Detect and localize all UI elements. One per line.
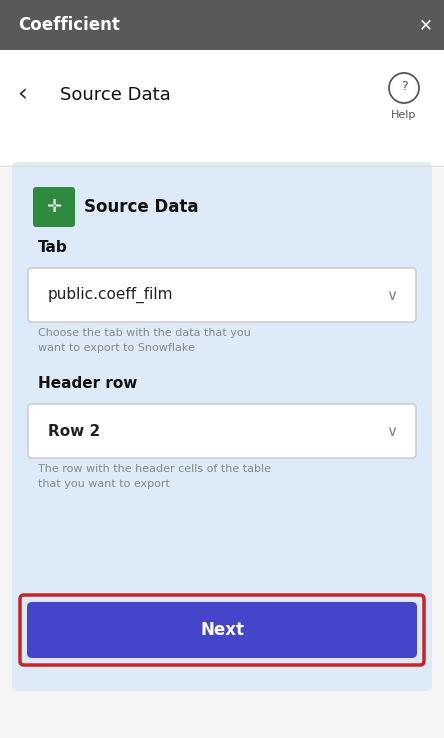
Text: Help: Help: [391, 110, 416, 120]
Text: Coefficient: Coefficient: [18, 16, 120, 34]
FancyBboxPatch shape: [27, 602, 417, 658]
Text: Row 2: Row 2: [48, 424, 100, 438]
Text: ?: ?: [400, 80, 407, 94]
FancyBboxPatch shape: [0, 50, 444, 168]
Text: ✛: ✛: [47, 198, 62, 216]
Text: public.coeff_film: public.coeff_film: [48, 287, 174, 303]
Text: Source Data: Source Data: [84, 198, 198, 216]
Text: Source Data: Source Data: [60, 86, 171, 104]
Text: Header row: Header row: [38, 376, 137, 391]
Text: ✕: ✕: [419, 16, 433, 34]
Text: ∨: ∨: [386, 424, 397, 438]
Text: ∨: ∨: [386, 288, 397, 303]
Text: Next: Next: [200, 621, 244, 639]
FancyBboxPatch shape: [12, 162, 432, 691]
Text: ‹: ‹: [17, 83, 27, 107]
Text: Choose the tab with the data that you
want to export to Snowflake: Choose the tab with the data that you wa…: [38, 328, 251, 353]
FancyBboxPatch shape: [28, 404, 416, 458]
FancyBboxPatch shape: [0, 0, 444, 50]
FancyBboxPatch shape: [33, 187, 75, 227]
Text: The row with the header cells of the table
that you want to export: The row with the header cells of the tab…: [38, 464, 271, 489]
FancyBboxPatch shape: [28, 268, 416, 322]
Text: Tab: Tab: [38, 241, 68, 255]
